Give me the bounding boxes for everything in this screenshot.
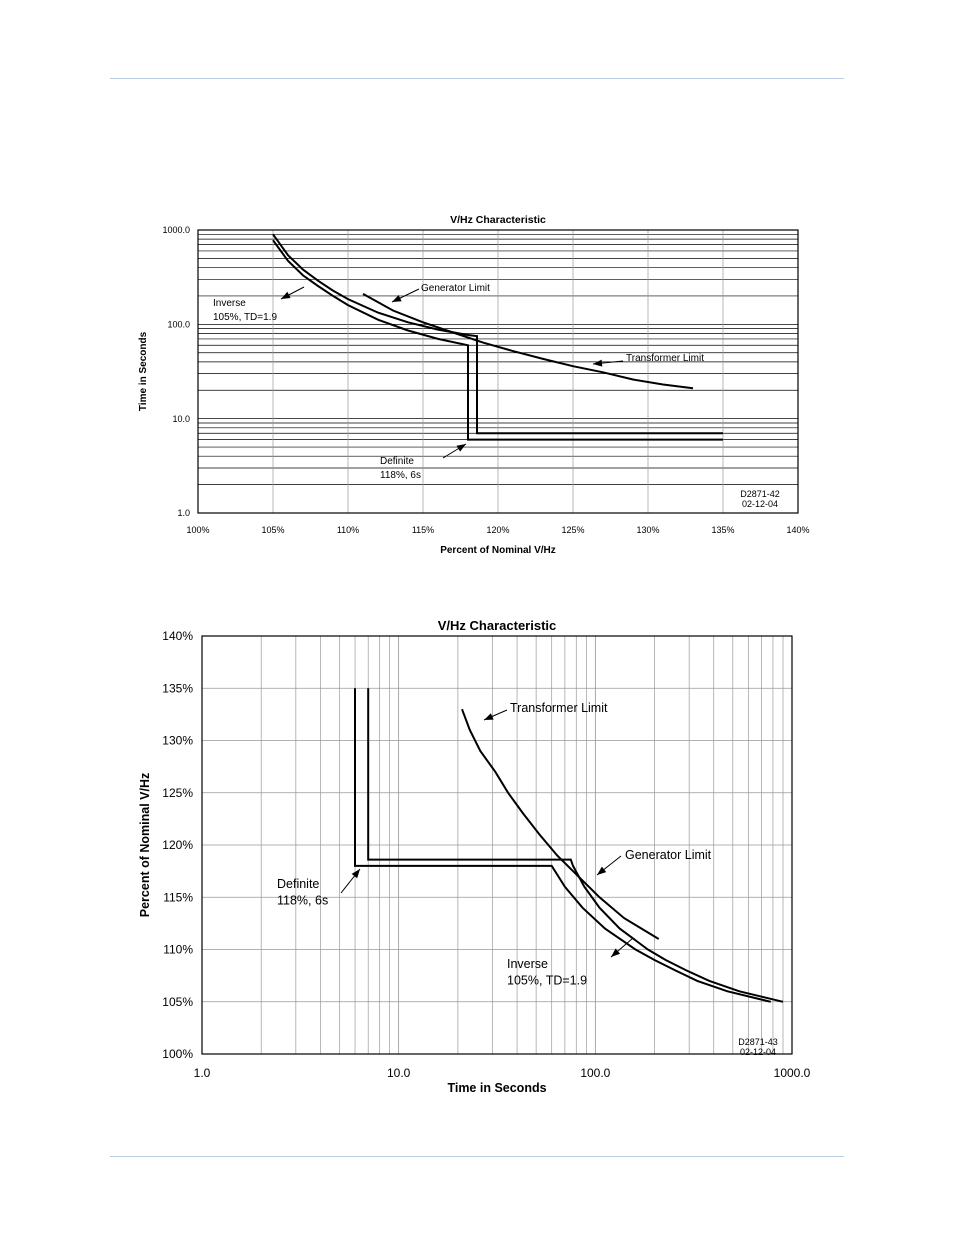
chart2-annotation-gen: Generator Limit [625, 848, 712, 862]
chart1-arrowhead-def [456, 444, 466, 452]
chart2-series-line-1 [354, 688, 772, 1003]
header-rule [110, 78, 844, 79]
chart2-series-line-2 [367, 688, 784, 1003]
chart1-annotation-def: Definite [380, 456, 414, 467]
chart2-y-tick-label: 120% [162, 838, 193, 852]
chart2-y-tick-label: 140% [162, 629, 193, 643]
chart1-x-tick-label: 110% [337, 525, 359, 535]
chart1-x-tick-label: 100% [186, 525, 209, 535]
chart2-annotation-inv: Inverse [507, 957, 548, 971]
chart1-series-line-1 [272, 239, 723, 441]
chart1-x-tick-label: 130% [636, 525, 659, 535]
footer-rule [110, 1156, 844, 1157]
chart2-y-axis-label: Percent of Nominal V/Hz [138, 773, 152, 917]
chart2-title: V/Hz Characteristic [438, 618, 557, 633]
chart1-x-tick-label: 115% [412, 525, 434, 535]
chart1-series-line-2 [272, 233, 723, 435]
chart1-gridlines [197, 229, 799, 514]
chart2-arrowhead-gen [597, 866, 607, 875]
chart1-series-line-3 [362, 293, 694, 390]
chart1-arrowhead-trans [593, 359, 603, 367]
chart1-y-tick-label: 10.0 [172, 414, 190, 424]
chart2-y-tick-label: 100% [162, 1047, 193, 1061]
chart2-series-line-3 [461, 708, 660, 940]
chart2-annotation-inv: 105%, TD=1.9 [507, 974, 587, 988]
chart2-arrowhead-trans [484, 713, 494, 720]
chart1-annotation-gen: Generator Limit [421, 283, 490, 294]
chart2-annotation-trans: Transformer Limit [510, 701, 608, 715]
chart1-x-tick-label: 125% [561, 525, 584, 535]
chart1-y-tick-label: 1.0 [177, 508, 190, 518]
chart1-y-tick-label: 1000.0 [162, 225, 190, 235]
chart2-y-tick-label: 110% [163, 943, 193, 957]
chart2-y-tick-label: 135% [162, 681, 193, 695]
chart1-y-axis-label: Time in Seconds [138, 331, 149, 411]
chart1-x-tick-label: 135% [711, 525, 734, 535]
chart2-x-tick-label: 1.0 [194, 1066, 211, 1080]
chart2-arrowhead-def [351, 869, 360, 879]
chart2-y-tick-label: 125% [162, 786, 193, 800]
chart1-y-tick-label: 100.0 [167, 319, 190, 329]
chart1-figure-code: D2871-42 [740, 489, 780, 499]
chart2-y-tick-label: 115% [163, 890, 193, 904]
chart2-annotation-def: Definite [277, 877, 319, 891]
chart1-arrowhead-inv [281, 291, 291, 299]
chart2-y-tick-label: 130% [162, 734, 193, 748]
chart1-annotation-inv: Inverse [213, 298, 246, 309]
chart1-x-tick-label: 140% [786, 525, 809, 535]
chart1-annotation-trans: Transformer Limit [626, 353, 704, 364]
chart2-arrowhead-inv [611, 948, 621, 957]
chart2-annotation-def: 118%, 6s [277, 894, 328, 908]
chart1-plot-frame [197, 229, 799, 514]
chart1-annotation-def: 118%, 6s [380, 470, 421, 481]
chart2-x-axis-label: Time in Seconds [447, 1081, 546, 1095]
chart1-x-tick-label: 120% [486, 525, 509, 535]
chart2-figure-code: 02-12-04 [740, 1047, 776, 1057]
chart1-x-axis-label: Percent of Nominal V/Hz [440, 545, 556, 556]
chart1-arrowhead-gen [392, 294, 402, 302]
chart1-title: V/Hz Characteristic [450, 214, 546, 226]
chart2-x-tick-label: 1000.0 [774, 1066, 811, 1080]
chart1-annotation-inv: 105%, TD=1.9 [213, 312, 277, 323]
chart1-x-tick-label: 105% [261, 525, 284, 535]
chart2-gridlines [201, 635, 793, 1055]
chart1-figure-code: 02-12-04 [742, 499, 778, 509]
chart2-x-tick-label: 100.0 [580, 1066, 610, 1080]
chart2-x-tick-label: 10.0 [387, 1066, 411, 1080]
chart2-plot-frame [201, 635, 793, 1055]
chart2-figure-code: D2871-43 [738, 1037, 778, 1047]
chart2-y-tick-label: 105% [162, 995, 193, 1009]
